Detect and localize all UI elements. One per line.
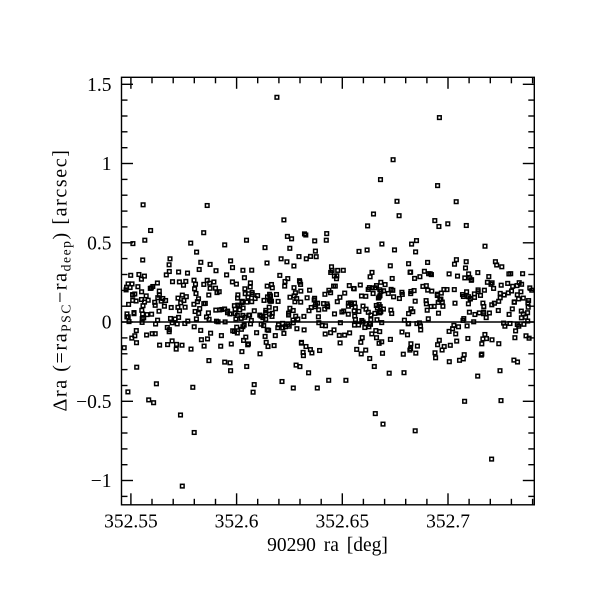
svg-text:Δra (=raPSC−radeep) [arcsec]: Δra (=raPSC−radeep) [arcsec] [49,149,73,412]
svg-text:1.5: 1.5 [87,75,111,96]
svg-text:352.55: 352.55 [104,512,158,533]
svg-text:352.7: 352.7 [426,512,470,533]
svg-text:−0.5: −0.5 [76,392,111,413]
svg-text:−1: −1 [91,471,112,492]
svg-text:90290 ra [deg]: 90290 ra [deg] [267,535,388,556]
svg-text:0.5: 0.5 [87,233,111,254]
svg-text:352.6: 352.6 [215,512,259,533]
svg-text:352.65: 352.65 [315,512,369,533]
svg-text:0: 0 [102,313,112,334]
svg-text:1: 1 [102,154,112,175]
